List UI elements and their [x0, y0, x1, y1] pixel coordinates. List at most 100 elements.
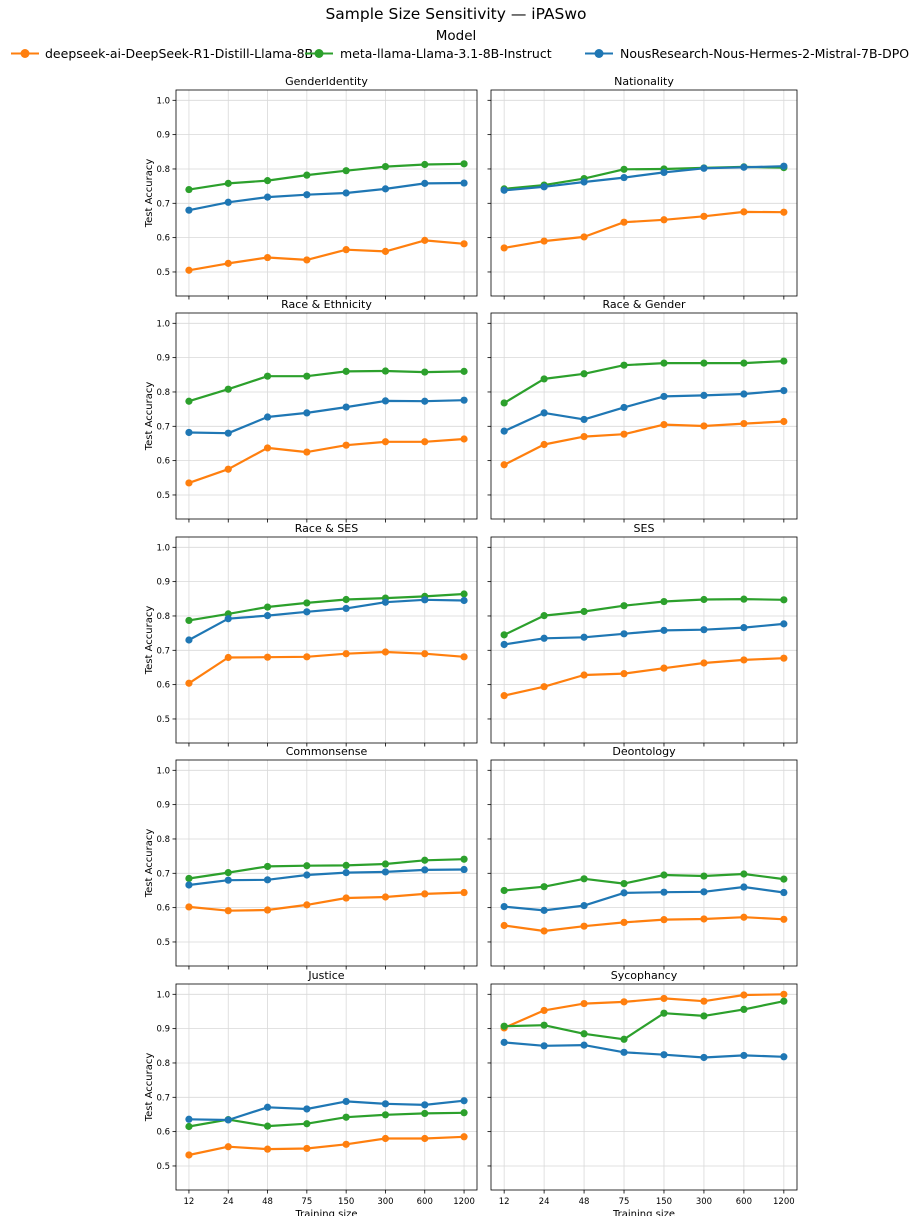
data-point	[421, 1109, 429, 1118]
x-tick-label: 75	[619, 1197, 630, 1207]
x-tick-label: 600	[417, 1197, 433, 1207]
data-point	[421, 1101, 429, 1109]
data-point	[660, 168, 668, 176]
data-point	[660, 664, 668, 672]
legend-entry[interactable]: meta-llama-Llama-3.1-8B-Instruct	[305, 46, 552, 61]
y-tick-label: 0.7	[156, 646, 170, 656]
y-tick-label: 0.5	[156, 1162, 170, 1172]
y-tick-label: 0.5	[156, 491, 170, 501]
y-axis-label: Test Accuracy	[144, 1053, 155, 1123]
data-point	[660, 392, 668, 401]
y-tick-label: 0.9	[156, 1025, 170, 1035]
data-point	[263, 1122, 272, 1130]
legend-marker-dot	[594, 49, 604, 58]
panel-frame	[490, 983, 798, 1191]
data-point	[224, 876, 232, 884]
data-point	[381, 367, 390, 375]
data-point	[580, 922, 588, 930]
series-line	[504, 622, 784, 646]
data-point	[185, 206, 193, 214]
data-point	[740, 913, 748, 921]
data-point	[740, 163, 748, 171]
panel: Deontology	[487, 745, 798, 970]
x-tick-label: 150	[656, 1197, 672, 1207]
series-line	[503, 360, 784, 404]
data-point	[263, 413, 272, 421]
series-line	[188, 369, 465, 403]
x-tick-label: 300	[696, 1197, 712, 1207]
series-line	[188, 181, 465, 212]
data-point	[303, 871, 311, 879]
data-point	[421, 368, 429, 376]
y-axis-label: Test Accuracy	[144, 159, 155, 229]
y-axis-label: Test Accuracy	[144, 382, 155, 452]
data-point	[381, 185, 390, 193]
x-tick-label: 48	[579, 1197, 590, 1207]
y-tick-label: 0.8	[156, 835, 170, 845]
series-line	[188, 437, 465, 484]
y-tick-label: 0.6	[156, 904, 170, 914]
data-point	[700, 626, 708, 634]
panel-title: GenderIdentity	[285, 75, 368, 88]
data-point	[342, 367, 350, 375]
data-point	[263, 862, 272, 871]
panels: GenderIdentity 0.5 0.6 0.7 0.8 0.9 1.0 Test Acc…	[144, 75, 798, 1216]
data-point	[381, 162, 390, 171]
data-point	[500, 640, 508, 649]
data-point	[780, 357, 788, 365]
data-point	[620, 880, 628, 888]
legend-label: meta-llama-Llama-3.1-8B-Instruct	[340, 46, 552, 61]
data-point	[660, 216, 668, 224]
legend-entry[interactable]: deepseek-ai-DeepSeek-R1-Distill-Llama-8B	[11, 46, 313, 61]
data-point	[185, 903, 193, 911]
data-point	[660, 359, 668, 367]
data-point	[700, 997, 708, 1005]
data-point	[381, 648, 390, 656]
data-point	[342, 894, 350, 902]
series-line	[503, 657, 784, 697]
data-point	[421, 397, 429, 405]
data-point	[224, 869, 232, 877]
data-point	[224, 179, 232, 187]
data-point	[660, 994, 668, 1003]
data-point	[263, 906, 272, 914]
y-tick-label: 0.5	[156, 715, 170, 725]
panel-frame	[490, 312, 798, 520]
data-point	[185, 679, 193, 687]
data-point	[381, 598, 390, 606]
data-point	[500, 886, 508, 895]
data-point	[185, 636, 193, 644]
data-point	[500, 1038, 508, 1046]
data-point	[224, 907, 232, 915]
x-tick-label: 150	[338, 1197, 354, 1207]
series-line	[504, 165, 784, 192]
data-point	[740, 883, 748, 891]
data-point	[303, 1144, 311, 1153]
panel-title: Nationality	[614, 75, 674, 88]
data-point	[700, 391, 708, 399]
series-line	[503, 389, 784, 433]
y-tick-label: 0.9	[156, 801, 170, 811]
data-point	[660, 626, 668, 634]
data-point	[540, 927, 548, 935]
data-point	[620, 602, 628, 610]
y-tick-label: 0.8	[156, 1059, 170, 1069]
data-point	[740, 656, 748, 664]
data-point	[224, 429, 232, 437]
data-point	[620, 1048, 628, 1056]
data-point	[500, 1022, 508, 1030]
data-point	[580, 875, 588, 883]
data-point	[263, 177, 272, 185]
data-point	[224, 385, 232, 393]
data-point	[580, 1041, 588, 1049]
data-point	[780, 888, 788, 897]
panel: SES	[487, 522, 798, 747]
legend-entry[interactable]: NousResearch-Nous-Hermes-2-Mistral-7B-DP…	[585, 46, 909, 61]
data-point	[540, 634, 548, 642]
series-line	[188, 399, 465, 435]
series-line	[503, 420, 784, 466]
data-point	[421, 1134, 429, 1143]
data-point	[460, 865, 468, 874]
data-point	[342, 595, 350, 604]
data-point	[740, 419, 748, 428]
